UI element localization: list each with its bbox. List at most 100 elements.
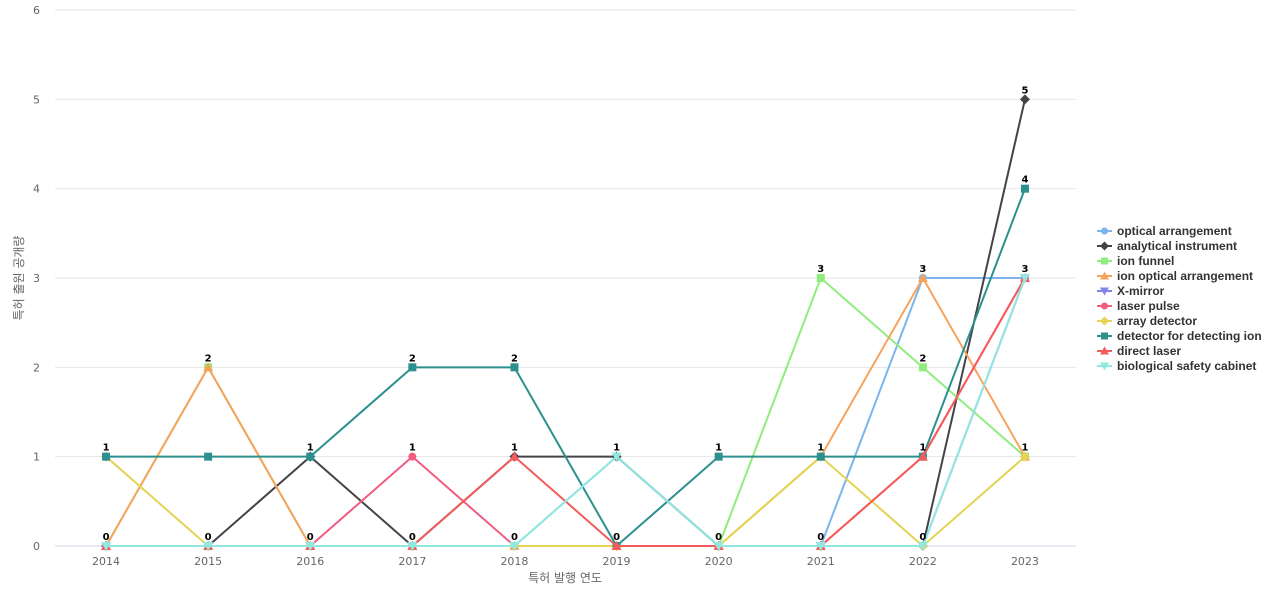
x-tick-label: 2017 <box>398 555 426 568</box>
y-axis-title: 특허 출원 공개량 <box>12 236 26 321</box>
data-point <box>1020 184 1029 193</box>
series-9 <box>101 274 1030 551</box>
legend-item: detector for detecting ion <box>1097 329 1262 343</box>
data-label: 3 <box>817 264 824 275</box>
data-labels: 1 0 2 0 1 0 2 1 0 2 1 0 1 0 1 0 3 1 0 3 2 1 0 5 4 3 1 <box>103 85 1029 543</box>
legend-symbol <box>1100 271 1109 280</box>
data-point <box>1019 94 1030 105</box>
data-label: 1 <box>511 443 518 454</box>
legend-item: analytical instrument <box>1097 239 1237 253</box>
legend-item: ion funnel <box>1097 254 1174 268</box>
legend-item: ion optical arrangement <box>1097 269 1253 283</box>
legend-symbol <box>1100 362 1109 371</box>
series-lines <box>101 94 1030 551</box>
legend-item: direct laser <box>1097 344 1181 358</box>
data-point <box>917 273 928 282</box>
x-axis-title: 특허 발행 연도 <box>528 570 602 585</box>
x-tick-label: 2019 <box>603 555 631 568</box>
data-point <box>918 363 927 372</box>
data-label: 0 <box>817 532 824 543</box>
data-label: 1 <box>613 443 620 454</box>
data-label: 5 <box>1021 85 1028 96</box>
legend-label: array detector <box>1117 314 1197 328</box>
y-tick-label: 1 <box>33 451 40 464</box>
x-tick-label: 2022 <box>909 555 937 568</box>
legend-symbol <box>1101 257 1108 265</box>
legend-label: laser pulse <box>1117 299 1180 313</box>
series-line <box>105 277 1026 547</box>
legend-symbol <box>1100 316 1109 326</box>
data-point <box>408 452 417 461</box>
y-tick-label: 2 <box>33 361 40 374</box>
data-label: 0 <box>307 532 314 543</box>
data-label: 2 <box>205 353 212 364</box>
data-label: 1 <box>919 443 926 454</box>
data-label: 0 <box>613 532 620 543</box>
y-axis: 0 1 2 3 4 5 6 <box>33 4 40 553</box>
legend-symbol <box>1101 332 1108 340</box>
data-label: 0 <box>715 532 722 543</box>
series-1 <box>101 94 1030 551</box>
x-tick-label: 2023 <box>1011 555 1039 568</box>
data-point <box>306 452 315 461</box>
data-point <box>611 452 622 462</box>
data-point <box>714 452 723 461</box>
data-label: 1 <box>715 443 722 454</box>
legend-label: analytical instrument <box>1117 239 1237 253</box>
legend-symbol <box>1100 287 1109 296</box>
data-point <box>510 363 519 372</box>
data-point <box>917 451 928 461</box>
data-point <box>305 542 316 551</box>
legend-item: array detector <box>1097 314 1197 328</box>
legend-label: direct laser <box>1117 344 1181 358</box>
data-point <box>102 452 111 461</box>
legend-symbol <box>1100 241 1109 251</box>
legend-label: biological safety cabinet <box>1117 359 1256 373</box>
x-tick-label: 2021 <box>807 555 835 568</box>
series-line <box>105 277 1026 547</box>
legend-item: optical arrangement <box>1097 224 1232 238</box>
data-point <box>1019 451 1030 462</box>
data-label: 3 <box>919 264 926 275</box>
data-point <box>509 542 520 551</box>
series-8 <box>101 273 1030 550</box>
data-label: 3 <box>1021 264 1028 275</box>
data-label: 0 <box>205 532 212 543</box>
data-point <box>1019 274 1030 283</box>
legend-symbol <box>1100 346 1109 355</box>
data-label: 0 <box>409 532 416 543</box>
data-label: 1 <box>817 443 824 454</box>
series-0 <box>102 274 1029 550</box>
series-line <box>105 277 1026 547</box>
data-label: 2 <box>511 353 518 364</box>
legend-item: biological safety cabinet <box>1097 359 1256 373</box>
y-tick-label: 6 <box>33 4 40 17</box>
data-point <box>407 542 418 551</box>
series-4 <box>101 274 1030 551</box>
data-label: 2 <box>409 353 416 364</box>
data-point <box>611 541 622 550</box>
data-label: 0 <box>103 532 110 543</box>
y-tick-label: 5 <box>33 93 40 106</box>
legend-item: laser pulse <box>1097 299 1180 313</box>
data-label: 1 <box>1021 443 1028 454</box>
data-point <box>408 363 417 372</box>
legend-label: detector for detecting ion <box>1117 329 1262 343</box>
series-line <box>105 277 1026 547</box>
legend-label: X-mirror <box>1117 284 1165 298</box>
data-label: 0 <box>919 532 926 543</box>
data-label: 1 <box>307 443 314 454</box>
data-point <box>101 542 112 551</box>
data-point <box>203 542 214 551</box>
legend-symbol <box>1101 302 1108 310</box>
y-tick-label: 3 <box>33 272 40 285</box>
legend-item: X-mirror <box>1097 284 1165 298</box>
data-label: 1 <box>103 443 110 454</box>
series-line <box>105 277 1026 547</box>
series-5 <box>102 274 1029 550</box>
x-tick-label: 2014 <box>92 555 120 568</box>
data-point <box>713 542 724 551</box>
